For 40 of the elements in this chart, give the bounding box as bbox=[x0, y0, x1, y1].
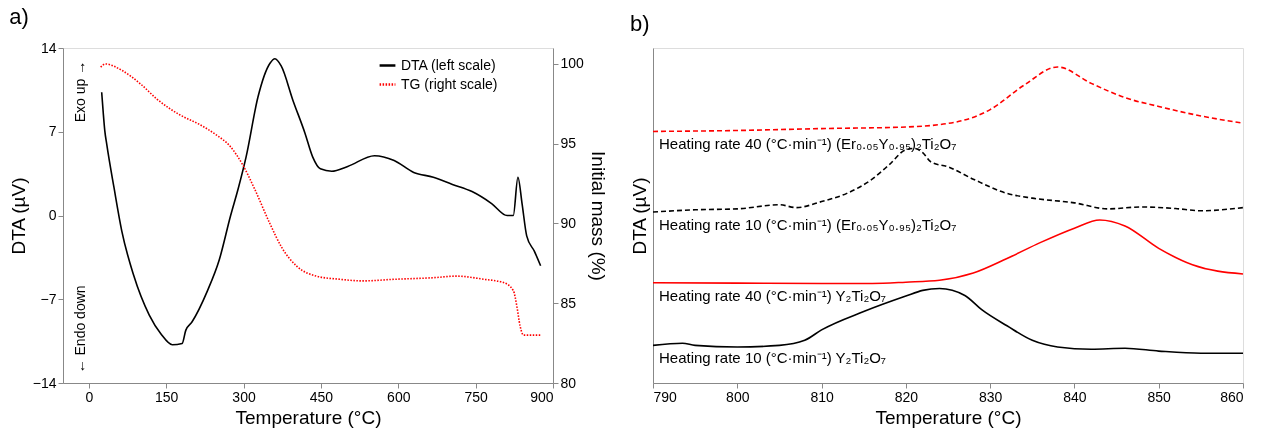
y-axis-title: DTA (µV) bbox=[7, 177, 29, 255]
x-tick-label: 800 bbox=[726, 388, 750, 405]
chart-title: b) bbox=[630, 11, 650, 36]
y2-tick-label: 95 bbox=[560, 135, 577, 152]
x-tick-label: 600 bbox=[387, 388, 411, 405]
series-label: Heating rate 40 (°C·min⁻¹) Y₂Ti₂O₇ bbox=[659, 286, 887, 304]
series-label: Heating rate 10 (°C·min⁻¹) Y₂Ti₂O₇ bbox=[659, 349, 887, 367]
y2-tick-label: 90 bbox=[560, 214, 577, 231]
legend-label: TG (right scale) bbox=[401, 75, 498, 92]
x-tick-label: 300 bbox=[232, 388, 256, 405]
annotation: ← Endo down bbox=[72, 285, 88, 374]
y-tick-label: −14 bbox=[32, 374, 57, 391]
y-tick-label: 14 bbox=[40, 39, 57, 56]
x-tick-label: 0 bbox=[85, 388, 94, 405]
y2-tick-label: 85 bbox=[560, 294, 577, 311]
y2-tick-label: 80 bbox=[560, 374, 577, 391]
x-tick-label: 840 bbox=[1063, 388, 1087, 405]
y-axis-title: DTA (µV) bbox=[628, 177, 650, 255]
y2-axis-title: Initial mass (%) bbox=[587, 151, 609, 281]
x-tick-label: 810 bbox=[810, 388, 834, 405]
legend-label: DTA (left scale) bbox=[401, 56, 496, 73]
series-label: Heating rate 10 (°C·min⁻¹) (Er₀.₀₅Y₀.₉₅)₂Ti₂O₇ bbox=[659, 216, 957, 234]
x-tick-label: 900 bbox=[530, 388, 554, 405]
x-tick-label: 750 bbox=[464, 388, 489, 405]
x-tick-label: 850 bbox=[1147, 388, 1172, 405]
x-tick-label: 820 bbox=[894, 388, 919, 405]
x-axis-title: Temperature (°C) bbox=[875, 406, 1022, 428]
x-tick-label: 450 bbox=[309, 388, 334, 405]
x-tick-label: 860 bbox=[1220, 388, 1244, 405]
y-tick-label: 7 bbox=[48, 123, 57, 140]
y2-tick-label: 100 bbox=[560, 55, 585, 72]
y-tick-label: 0 bbox=[48, 207, 57, 223]
y-tick-label: −7 bbox=[40, 290, 57, 307]
x-axis-title: Temperature (°C) bbox=[235, 406, 382, 428]
x-tick-label: 790 bbox=[653, 388, 678, 405]
series-label: Heating rate 40 (°C·min⁻¹) (Er₀.₀₅Y₀.₉₅)₂Ti₂O₇ bbox=[659, 135, 957, 153]
x-tick-label: 830 bbox=[978, 388, 1003, 405]
annotation: Exo up → bbox=[72, 60, 88, 123]
chart-title: a) bbox=[9, 4, 29, 29]
x-tick-label: 150 bbox=[154, 388, 179, 405]
